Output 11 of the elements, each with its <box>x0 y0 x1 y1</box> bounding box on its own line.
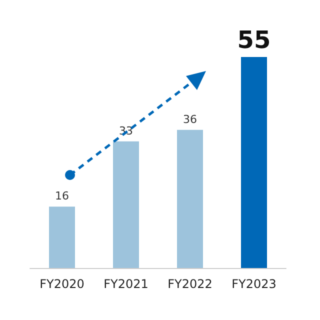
bar <box>177 130 203 268</box>
bar <box>113 141 139 268</box>
x-tick-label: FY2021 <box>104 277 148 291</box>
x-tick-label: FY2022 <box>168 277 212 291</box>
bar <box>49 206 75 268</box>
data-label: 36 <box>183 112 197 126</box>
data-label: 55 <box>237 26 271 54</box>
data-label: 16 <box>55 190 69 203</box>
bar <box>241 57 267 268</box>
x-tick-label: FY2020 <box>40 277 84 291</box>
x-tick-label: FY2023 <box>232 277 276 291</box>
